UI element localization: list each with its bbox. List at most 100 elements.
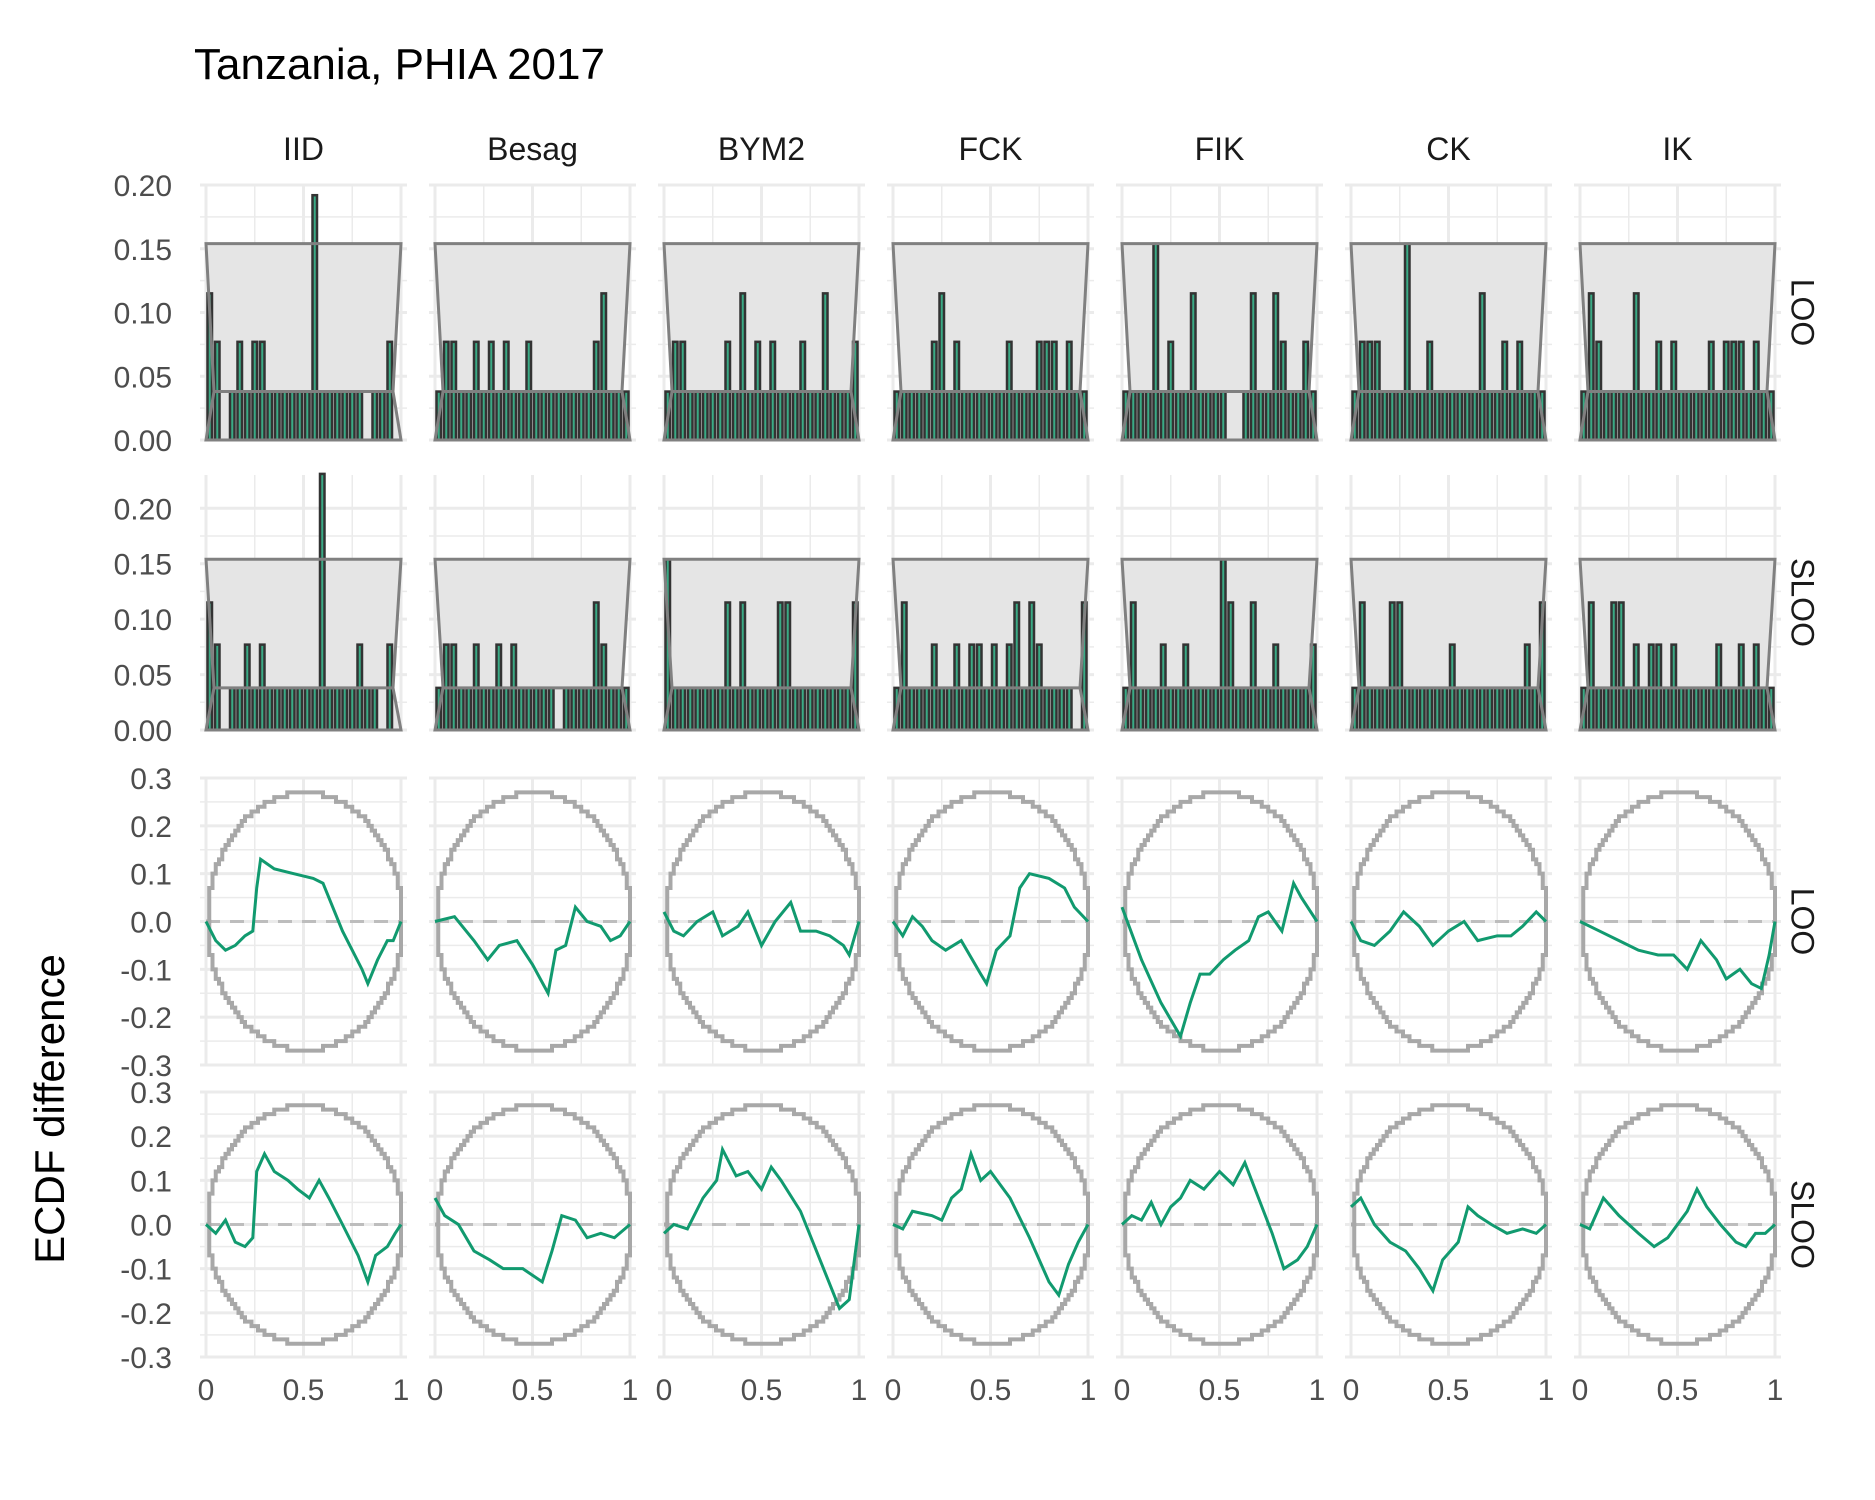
histogram-bar (975, 390, 983, 442)
panel-ecdf-loo-ik (1574, 776, 1781, 1067)
y-tick-label: -0.2 (120, 1002, 172, 1035)
x-tick-label: 1 (1080, 1374, 1097, 1407)
histogram-bar (1531, 390, 1539, 442)
envelope-lower (1580, 1222, 1777, 1346)
histogram-bar (1456, 390, 1464, 442)
histogram-bar (1745, 390, 1753, 442)
histogram-bar (1167, 686, 1175, 732)
histogram-bar (945, 686, 953, 732)
histogram-bar (1471, 686, 1479, 732)
histogram-bar (266, 390, 274, 442)
histogram-bar (1396, 601, 1404, 732)
histogram-bar (1204, 390, 1212, 442)
histogram-bar (1587, 292, 1595, 442)
histogram-bar (1129, 390, 1137, 442)
envelope-upper (435, 1103, 632, 1227)
histogram-bar (679, 686, 687, 732)
histogram-bar (829, 390, 837, 442)
histogram-bar (281, 686, 289, 732)
histogram-bar (243, 390, 251, 442)
histogram-bar (1219, 558, 1227, 732)
histogram-bar (671, 686, 679, 732)
panel-ecdf-loo-fck (887, 776, 1094, 1067)
histogram-bar (1294, 390, 1302, 442)
histogram-bar (716, 390, 724, 442)
panel-ecdf-sloo-ik (1574, 1090, 1781, 1359)
histogram-bar (709, 686, 717, 732)
histogram-bar (1610, 390, 1618, 442)
panel-hist-loo-fck (887, 183, 1094, 442)
histogram-bar (701, 686, 709, 732)
histogram-bar (236, 686, 244, 732)
histogram-bar (945, 390, 953, 442)
histogram-bar (938, 686, 946, 732)
histogram-bar (487, 686, 495, 732)
histogram-bar (465, 686, 473, 732)
panel-ecdf-loo-iid (200, 776, 407, 1067)
x-tick-label: 0 (1114, 1374, 1131, 1407)
histogram-bar (1028, 601, 1036, 732)
envelope-lower (206, 919, 403, 1053)
row-strip-label-3: SLOO (1785, 1180, 1821, 1269)
envelope-upper (206, 790, 403, 924)
figure-title: Tanzania, PHIA 2017 (194, 40, 605, 89)
histogram-bar (814, 686, 822, 732)
histogram-bar (1722, 686, 1730, 732)
histogram-bar (806, 390, 814, 442)
histogram-bar (701, 390, 709, 442)
histogram-bar (1700, 390, 1708, 442)
envelope-upper (206, 1103, 403, 1227)
histogram-bar (1197, 686, 1205, 732)
histogram-bar (960, 390, 968, 442)
y-tick-label: -0.1 (120, 1254, 172, 1287)
histogram-bar (1685, 686, 1693, 732)
histogram-bar (600, 292, 608, 442)
histogram-bar (1647, 390, 1655, 442)
histogram-bar (990, 390, 998, 442)
histogram-bar (296, 686, 304, 732)
histogram-bar (1508, 686, 1516, 732)
histogram-bar (341, 390, 349, 442)
y-tick-label: 0.00 (114, 425, 172, 458)
histogram-bar (228, 390, 236, 442)
histogram-bar (288, 390, 296, 442)
histogram-bar (457, 390, 465, 442)
histogram-bar (1028, 390, 1036, 442)
histogram-bar (303, 390, 311, 442)
histogram-bar (1058, 390, 1066, 442)
histogram-bar (1617, 601, 1625, 732)
histogram-bar (1516, 686, 1524, 732)
histogram-bar (1403, 242, 1411, 442)
histogram-bar (1020, 390, 1028, 442)
histogram-bar (1418, 686, 1426, 732)
histogram-bar (1242, 390, 1250, 442)
envelope-upper (1580, 1103, 1777, 1227)
histogram-bar (1745, 686, 1753, 732)
histogram-bar (1493, 390, 1501, 442)
histogram-bar (1197, 390, 1205, 442)
panel-hist-sloo-ck (1345, 475, 1552, 732)
histogram-bar (341, 686, 349, 732)
histogram-bar (1129, 601, 1137, 732)
histogram-bar (1602, 390, 1610, 442)
histogram-bar (1058, 686, 1066, 732)
histogram-bar (1456, 686, 1464, 732)
strip-label-ck: CK (1426, 131, 1470, 167)
histogram-bar (1249, 292, 1257, 442)
histogram-bar (1212, 390, 1220, 442)
x-tick-label: 0 (1343, 1374, 1360, 1407)
histogram-bar (761, 686, 769, 732)
histogram-bar (570, 390, 578, 442)
histogram-bar (1433, 390, 1441, 442)
histogram-bar (1388, 390, 1396, 442)
x-tick-label: 0.5 (283, 1374, 325, 1407)
strip-label-ik: IK (1662, 131, 1692, 167)
envelope-lower (893, 1222, 1090, 1346)
histogram-bar (228, 686, 236, 732)
panel-hist-sloo-ik (1574, 475, 1781, 732)
x-tick-label: 1 (1538, 1374, 1555, 1407)
x-tick-label: 0 (656, 1374, 673, 1407)
histogram-bar (746, 686, 754, 732)
histogram-bar (273, 686, 281, 732)
histogram-bar (1043, 686, 1051, 732)
